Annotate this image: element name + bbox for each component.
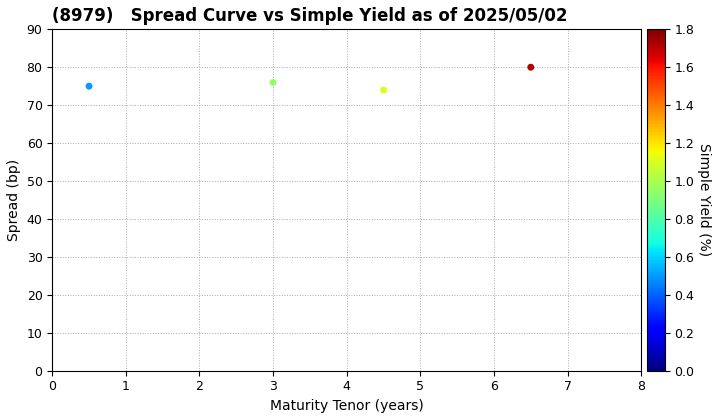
- Point: [267, 79, 279, 86]
- Y-axis label: Simple Yield (%): Simple Yield (%): [697, 144, 711, 257]
- Y-axis label: Spread (bp): Spread (bp): [7, 159, 21, 241]
- Point: [525, 64, 536, 71]
- Point: [84, 83, 95, 89]
- Text: (8979)   Spread Curve vs Simple Yield as of 2025/05/02: (8979) Spread Curve vs Simple Yield as o…: [53, 7, 568, 25]
- X-axis label: Maturity Tenor (years): Maturity Tenor (years): [270, 399, 423, 413]
- Point: [378, 87, 390, 93]
